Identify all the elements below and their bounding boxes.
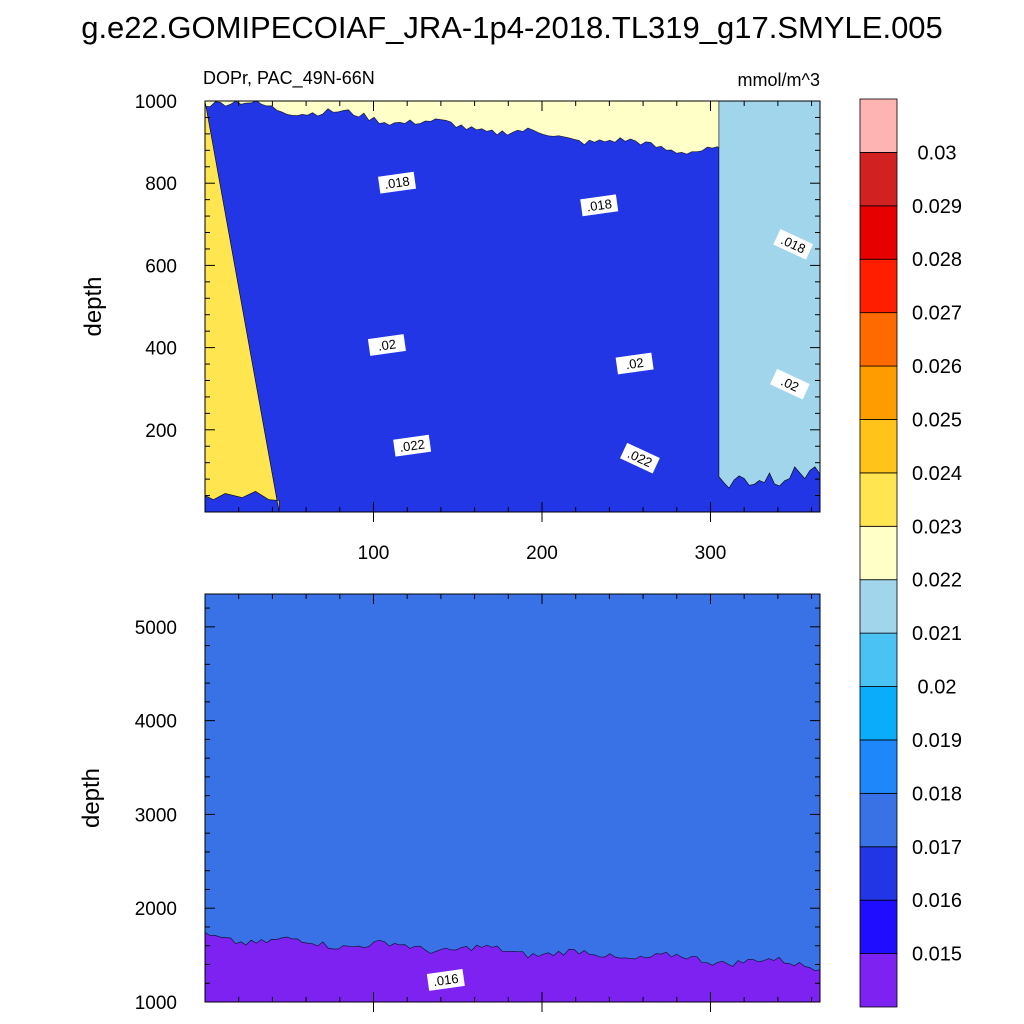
panel-left-label: DOPr, PAC_49N-66N: [203, 68, 375, 89]
surface-patch: [205, 101, 280, 512]
y-tick-label: 1000: [135, 92, 177, 113]
colorbar-swatch: [859, 205, 898, 260]
colorbar-swatch: [859, 472, 898, 527]
colorbar-swatch: [859, 419, 898, 474]
y-tick-label: 5000: [135, 618, 177, 639]
colorbar-label: 0.028: [912, 249, 962, 271]
plot-frame: [204, 100, 821, 513]
contour-label: .016: [426, 968, 465, 991]
contour-label: .018: [580, 194, 619, 217]
lower-panel: .016 1000 2000 3000 4000 5000 depth: [78, 593, 821, 1014]
y-tick-label: 200: [145, 421, 177, 442]
figure-title: g.e22.GOMIPECOIAF_JRA-1p4-2018.TL319_g17…: [81, 10, 943, 45]
contour-label-text: .02: [625, 355, 645, 372]
colorbar-label: 0.023: [912, 516, 962, 538]
y-tick-label: 1000: [135, 993, 177, 1014]
colorbar-swatch: [859, 686, 898, 741]
colorbar-label: 0.022: [912, 570, 962, 592]
colorbar-swatch: [859, 312, 898, 367]
colorbar-label: 0.018: [912, 783, 962, 805]
contour-line-0.015: [205, 932, 820, 972]
colorbar-swatch: [859, 579, 898, 634]
colorbar-label: 0.021: [912, 623, 962, 645]
y-axis-label: depth: [78, 768, 105, 828]
colorbar-label: 0.02: [918, 677, 957, 699]
colorbar-swatch: [859, 899, 898, 954]
colorbar-label: 0.024: [912, 463, 962, 485]
y-tick-label: 2000: [135, 899, 177, 920]
units-label: mmol/m^3: [738, 70, 820, 90]
colorbar-swatch: [859, 98, 898, 153]
y-tick-label: 400: [145, 339, 177, 360]
contour-label: .018: [378, 171, 417, 194]
band-fill-surface: [205, 594, 820, 1002]
contour-line-0.017: [205, 101, 820, 165]
x-tick-label: 100: [358, 543, 390, 564]
colorbar-label: 0.029: [912, 196, 962, 218]
colorbar-label: 0.019: [912, 730, 962, 752]
colorbar-swatch: [859, 953, 898, 1008]
colorbar-label: 0.026: [912, 356, 962, 378]
colorbar-label: 0.027: [912, 303, 962, 325]
x-tick-label: 300: [695, 543, 727, 564]
contour-label-text: .018: [586, 196, 613, 214]
contour-label: .02: [367, 334, 406, 356]
colorbar-swatch: [859, 258, 898, 314]
contour-label-text: .02: [377, 336, 397, 353]
plot-frame: [204, 593, 821, 1003]
x-tick-label: 200: [526, 543, 558, 564]
colorbar-label: 0.025: [912, 410, 962, 432]
y-tick-label: 4000: [135, 712, 177, 733]
colorbar-swatch: [859, 632, 898, 687]
colorbar-swatch: [859, 846, 898, 901]
y-tick-label: 800: [145, 174, 177, 195]
colorbar-label: 0.016: [912, 890, 962, 912]
colorbar-swatch: [859, 792, 898, 848]
y-tick-label: 3000: [135, 805, 177, 826]
y-axis-label: depth: [80, 276, 107, 336]
colorbar-label: 0.03: [918, 142, 957, 164]
surface-patch: [718, 101, 820, 489]
contour-label-text: .02: [779, 374, 802, 395]
contour-label: .02: [615, 352, 654, 375]
contour-label-text: .016: [432, 971, 459, 989]
contour-label: .02: [770, 368, 810, 400]
colorbar-label: 0.017: [912, 837, 962, 859]
band-fill-0.017: [205, 101, 820, 512]
contour-label-text: .022: [399, 437, 426, 455]
colorbar-swatch: [859, 152, 898, 207]
colorbar: 0.015 0.016 0.017 0.018 0.019 0.02 0.021 0.022 0…: [859, 98, 962, 1008]
contour-label-text: .018: [383, 174, 410, 192]
colorbar-label: 0.015: [912, 944, 962, 966]
colorbar-swatch: [859, 739, 898, 794]
colorbar-swatch: [859, 525, 898, 581]
colorbar-swatch: [859, 365, 898, 420]
contour-label: .022: [393, 434, 432, 457]
band-fill-0.015: [205, 932, 820, 1002]
y-tick-label: 600: [145, 256, 177, 277]
